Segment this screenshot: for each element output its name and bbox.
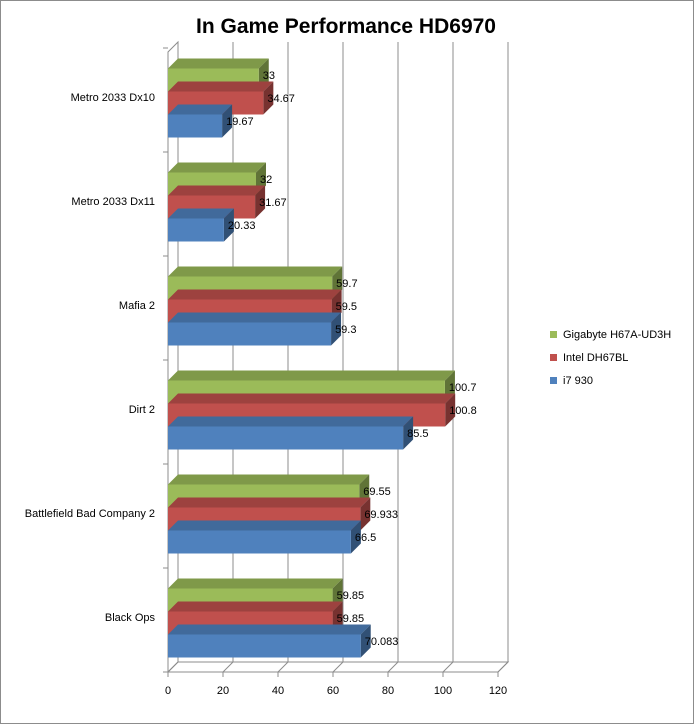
category-label: Black Ops [105, 612, 156, 624]
bar-top-face [168, 497, 371, 508]
bar-side-face [350, 520, 361, 554]
floor-gridline [387, 661, 399, 673]
x-tick-label: 40 [272, 685, 284, 697]
legend: Gigabyte H67A-UD3H Intel DH67BL i7 930 [550, 329, 671, 387]
bar-top-face [168, 393, 456, 404]
data-label: 32 [260, 174, 272, 186]
x-tick-label: 80 [382, 685, 394, 697]
bar-front-face [168, 530, 351, 554]
bar [168, 312, 342, 346]
floor-gridline [497, 661, 509, 673]
bar-top-face [168, 185, 266, 196]
floor-gridline [222, 661, 234, 673]
bar-top-face [168, 104, 233, 115]
category-labels: Metro 2033 Dx10 Metro 2033 Dx11 Mafia 2 Dir… [25, 92, 156, 624]
data-label: 100.7 [449, 382, 477, 394]
bar-top-face [168, 370, 455, 381]
data-label: 59.5 [336, 301, 357, 313]
bar [168, 520, 361, 554]
floor-gridline [332, 661, 344, 673]
bar-top-face [168, 416, 414, 427]
legend-swatch [550, 331, 557, 338]
bar-front-face [168, 114, 223, 138]
x-tick-label: 120 [489, 685, 507, 697]
bar-top-face [168, 289, 342, 300]
floor-gridline [277, 661, 289, 673]
data-label: 59.85 [337, 613, 365, 625]
data-label: 19.67 [226, 116, 254, 128]
data-label: 59.85 [337, 590, 365, 602]
bar-top-face [168, 81, 274, 92]
bar-side-face [263, 81, 274, 115]
data-label: 31.67 [259, 197, 287, 209]
category-label: Mafia 2 [119, 300, 155, 312]
category-label: Battlefield Bad Company 2 [25, 508, 155, 520]
bar-front-face [168, 634, 361, 658]
data-label: 59.3 [335, 324, 356, 336]
bar-side-face [360, 497, 371, 531]
data-label: 100.8 [449, 405, 477, 417]
floor-gridline [167, 661, 179, 673]
bar-top-face [168, 162, 266, 173]
x-axis-ticks: 0 20 40 60 80 100 120 [163, 47, 507, 697]
category-label: Dirt 2 [129, 404, 155, 416]
gridlines [167, 42, 509, 673]
bar [168, 416, 414, 450]
bar-top-face [168, 624, 371, 635]
bar-side-face [445, 393, 456, 427]
bar-top-face [168, 266, 343, 277]
legend-label: i7 930 [563, 375, 593, 387]
x-tick-label: 100 [434, 685, 452, 697]
data-label: 70.083 [365, 636, 399, 648]
legend-label: Intel DH67BL [563, 352, 628, 364]
x-tick-label: 60 [327, 685, 339, 697]
data-label: 20.33 [228, 220, 256, 232]
bar-top-face [168, 520, 361, 531]
data-label: 34.67 [267, 93, 295, 105]
data-label: 59.7 [336, 278, 357, 290]
x-tick-label: 0 [165, 685, 171, 697]
bar-side-face [223, 208, 234, 242]
legend-swatch [550, 354, 557, 361]
bar-front-face [168, 218, 224, 242]
x-tick-label: 20 [217, 685, 229, 697]
bar [168, 624, 371, 658]
bar-side-face [255, 185, 266, 219]
bar-top-face [168, 578, 343, 589]
data-label: 69.933 [364, 509, 398, 521]
bar-front-face [168, 322, 332, 346]
bar-front-face [168, 426, 404, 450]
bar [168, 104, 233, 138]
bar-top-face [168, 601, 343, 612]
bar-side-face [222, 104, 233, 138]
floor-gridline [442, 661, 454, 673]
bar-side-face [331, 312, 342, 346]
bar-top-face [168, 208, 234, 219]
bar-side-face [360, 624, 371, 658]
bar-side-face [403, 416, 414, 450]
category-label: Metro 2033 Dx11 [71, 196, 155, 208]
data-label: 66.5 [355, 532, 376, 544]
legend-label: Gigabyte H67A-UD3H [563, 329, 671, 341]
bar-top-face [168, 312, 342, 323]
category-label: Metro 2033 Dx10 [71, 92, 155, 104]
legend-swatch [550, 377, 557, 384]
chart-title: In Game Performance HD6970 [196, 15, 496, 38]
bar-top-face [168, 58, 269, 69]
data-label: 69.55 [363, 486, 391, 498]
data-label: 85.5 [407, 428, 428, 440]
bar [168, 208, 234, 242]
bar-top-face [168, 474, 370, 485]
data-label: 33 [263, 70, 275, 82]
